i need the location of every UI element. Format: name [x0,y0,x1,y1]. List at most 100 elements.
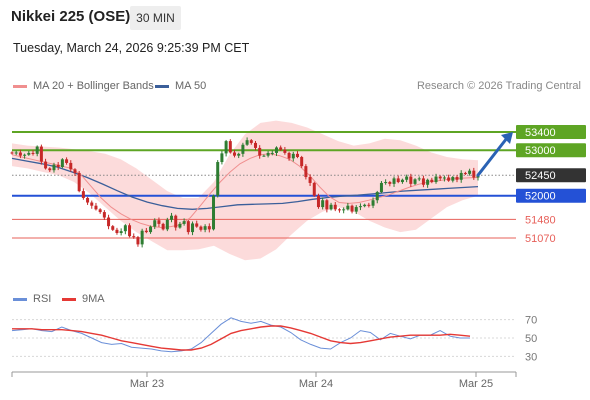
candle-body [337,209,341,211]
candle-body [228,141,232,153]
rsi-tick-label: 70 [525,315,537,327]
legend-rsi-label: RSI [33,293,52,305]
candle-body [107,217,111,227]
candle-body [455,177,459,180]
candle-body [98,209,102,213]
candle-body [468,170,472,174]
x-axis-tick-label: Mar 24 [299,378,333,390]
candle-body [274,147,278,153]
candle-body [241,144,245,154]
candle-body [312,182,316,196]
candle-body [300,157,304,167]
candle-body [220,153,224,163]
pivot-tag-52000 [516,188,586,203]
candle-body [346,205,350,210]
candle-body [174,215,178,228]
candle-body [52,164,56,171]
candle-body [56,164,60,168]
candle-body [224,141,228,154]
candle-body [426,179,430,185]
candle-body [329,204,333,210]
legend-bollinger-swatch [13,84,27,88]
timeframe-badge[interactable]: 30 MIN [130,6,181,30]
legend-rsi-ma-label: 9MA [82,293,105,305]
rsi-series-rsi [11,317,470,353]
candle-body [178,223,182,228]
candle-body [413,179,417,184]
candle-body [367,204,371,206]
candle-body [388,182,392,184]
candle-body [325,200,329,210]
ma50-line [11,157,479,210]
target-arrow-shaft [476,136,509,177]
candle-body [258,147,262,156]
candle-body [132,236,136,238]
candle-body [191,223,195,233]
candle-body [94,205,98,210]
candle-body [245,140,249,145]
candle-body [266,152,270,156]
candle-body [291,153,295,159]
candle-body [279,147,283,150]
candle-body [203,226,207,230]
candle-body [115,229,119,233]
candle-body [304,166,308,178]
candle-body [86,197,90,203]
candle-body [207,226,211,230]
candle-body [270,152,274,154]
candle-body [216,162,220,196]
candle-body [316,195,320,208]
candle-body [60,159,64,168]
candle-body [48,168,52,171]
candle-body [165,219,169,230]
candle-body [405,176,409,180]
candle-body [73,169,77,173]
resistance-label-53400: 53400 [525,127,556,139]
candle-body [472,170,476,178]
candle-body [358,206,362,208]
candle-body [111,226,115,230]
rsi-tick-label: 30 [525,351,537,363]
candle-body [295,153,299,158]
candle-body [18,152,22,156]
candle-body [81,191,85,198]
candle-body [14,152,18,154]
support-label-51480: 51480 [525,214,556,226]
rsi-tick-label: 50 [525,333,537,345]
candle-body [262,155,266,157]
ma20-line [11,153,479,229]
instrument-title: Nikkei 225 (OSE) [11,8,131,25]
candle-body [463,172,467,174]
candle-body [77,172,81,192]
datetime-subtitle: Tuesday, March 24, 2026 9:25:39 PM CET [13,41,250,55]
candle-body [195,223,199,227]
candle-body [27,152,31,155]
candle-body [237,153,241,156]
resistance-tag-53400 [516,125,586,139]
candle-body [182,221,186,224]
candle-body [417,178,421,180]
candle-body [283,149,287,153]
candle-body [149,226,153,233]
pivot-label-52000: 52000 [525,191,556,203]
candle-body [153,220,157,227]
candle-body [421,178,425,185]
candle-body [186,221,190,233]
candle-body [342,209,346,211]
candle-body [442,177,446,179]
x-axis-tick-label: Mar 23 [130,378,164,390]
candle-body [363,204,367,207]
candle-body [23,154,27,156]
candle-body [430,179,434,183]
candle-body [308,177,312,183]
candles [10,137,480,248]
candle-body [157,220,161,224]
research-credit: Research © 2026 Trading Central [416,80,581,92]
candle-body [379,182,383,193]
support-label-51070: 51070 [525,233,556,245]
candle-body [396,178,400,183]
candle-body [39,146,43,162]
legend-ma50-label: MA 50 [175,80,207,92]
candle-body [31,152,35,154]
